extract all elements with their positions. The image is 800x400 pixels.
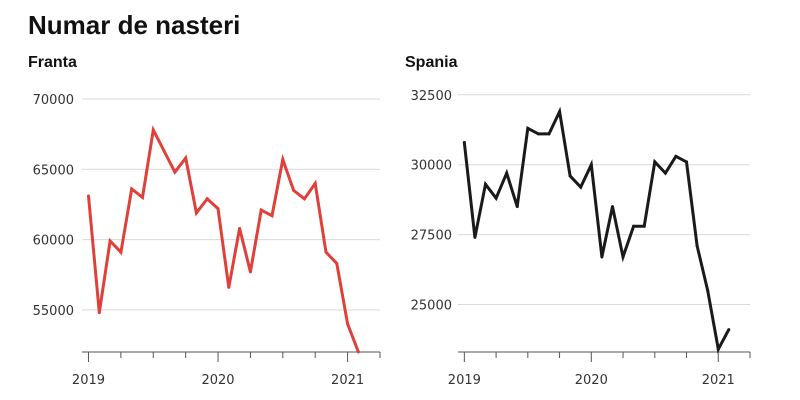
data-point-spania xyxy=(695,244,699,248)
data-point-franta xyxy=(313,181,317,185)
data-point-franta xyxy=(324,250,328,254)
data-point-spania xyxy=(547,132,551,136)
data-point-franta xyxy=(216,207,220,211)
x-tick-label-spania: 2021 xyxy=(702,373,735,388)
x-tick-label-franta: 2020 xyxy=(201,373,234,388)
data-point-franta xyxy=(270,214,274,218)
y-tick-label-franta: 55000 xyxy=(33,304,74,319)
data-point-franta xyxy=(259,208,263,212)
series-line-franta xyxy=(87,125,360,353)
data-point-franta xyxy=(86,194,90,198)
series-line-spania xyxy=(462,106,731,354)
data-point-franta xyxy=(302,197,306,201)
data-point-spania xyxy=(505,171,509,175)
x-tick-label-spania: 2020 xyxy=(575,373,608,388)
data-point-franta xyxy=(97,311,101,315)
x-tick-label-franta: 2021 xyxy=(331,373,364,388)
data-point-franta xyxy=(335,261,339,265)
data-point-franta xyxy=(194,211,198,215)
x-tick-label-spania: 2019 xyxy=(448,373,481,388)
data-point-spania xyxy=(610,205,614,209)
data-point-spania xyxy=(494,196,498,200)
data-point-spania xyxy=(663,171,667,175)
data-point-spania xyxy=(526,126,530,130)
data-point-franta xyxy=(346,322,350,326)
data-point-spania xyxy=(685,160,689,164)
chart-subtitle-franta: Franta xyxy=(28,54,77,71)
y-tick-label-spania: 30000 xyxy=(411,159,452,174)
data-point-spania xyxy=(716,347,720,351)
data-point-franta xyxy=(140,195,144,199)
y-tick-label-franta: 65000 xyxy=(33,163,74,178)
data-point-spania xyxy=(558,110,562,114)
data-point-franta xyxy=(184,156,188,160)
data-point-spania xyxy=(621,255,625,259)
data-point-spania xyxy=(632,224,636,228)
x-tick-label-franta: 2019 xyxy=(72,373,105,388)
y-tick-label-spania: 27500 xyxy=(411,229,452,244)
data-point-spania xyxy=(642,224,646,228)
data-point-spania xyxy=(674,154,678,158)
data-point-spania xyxy=(473,235,477,239)
data-point-spania xyxy=(600,255,604,259)
chart-panel-franta: Franta 55000 60000 65000 70000 2019 2020 2021 xyxy=(28,54,381,388)
data-point-franta xyxy=(281,157,285,161)
chart-subtitle-spania: Spania xyxy=(405,54,458,71)
y-tick-label-spania: 25000 xyxy=(411,298,452,313)
data-point-spania xyxy=(462,140,466,144)
page-title: Numar de nasteri xyxy=(28,10,241,40)
data-point-franta xyxy=(108,239,112,243)
data-point-franta xyxy=(238,226,242,230)
data-point-franta xyxy=(227,285,231,289)
data-point-franta xyxy=(130,187,134,191)
data-point-spania xyxy=(706,288,710,292)
data-point-franta xyxy=(173,170,177,174)
data-point-franta xyxy=(205,197,209,201)
y-tick-label-franta: 70000 xyxy=(33,93,74,108)
y-tick-label-spania: 32500 xyxy=(411,89,452,104)
data-point-spania xyxy=(653,160,657,164)
data-point-franta xyxy=(248,270,252,274)
data-point-spania xyxy=(568,174,572,178)
data-point-franta xyxy=(356,350,360,354)
data-point-spania xyxy=(589,163,593,167)
data-point-spania xyxy=(536,132,540,136)
data-point-franta xyxy=(292,188,296,192)
data-point-spania xyxy=(579,185,583,189)
data-point-franta xyxy=(119,250,123,254)
data-point-spania xyxy=(484,182,488,186)
data-point-spania xyxy=(727,328,731,332)
chart-panel-spania: Spania 25000 27500 30000 32500 2019 2020 2021 xyxy=(405,54,751,388)
data-point-spania xyxy=(515,205,519,209)
data-point-franta xyxy=(151,128,155,132)
data-point-franta xyxy=(162,149,166,153)
y-tick-label-franta: 60000 xyxy=(33,234,74,249)
